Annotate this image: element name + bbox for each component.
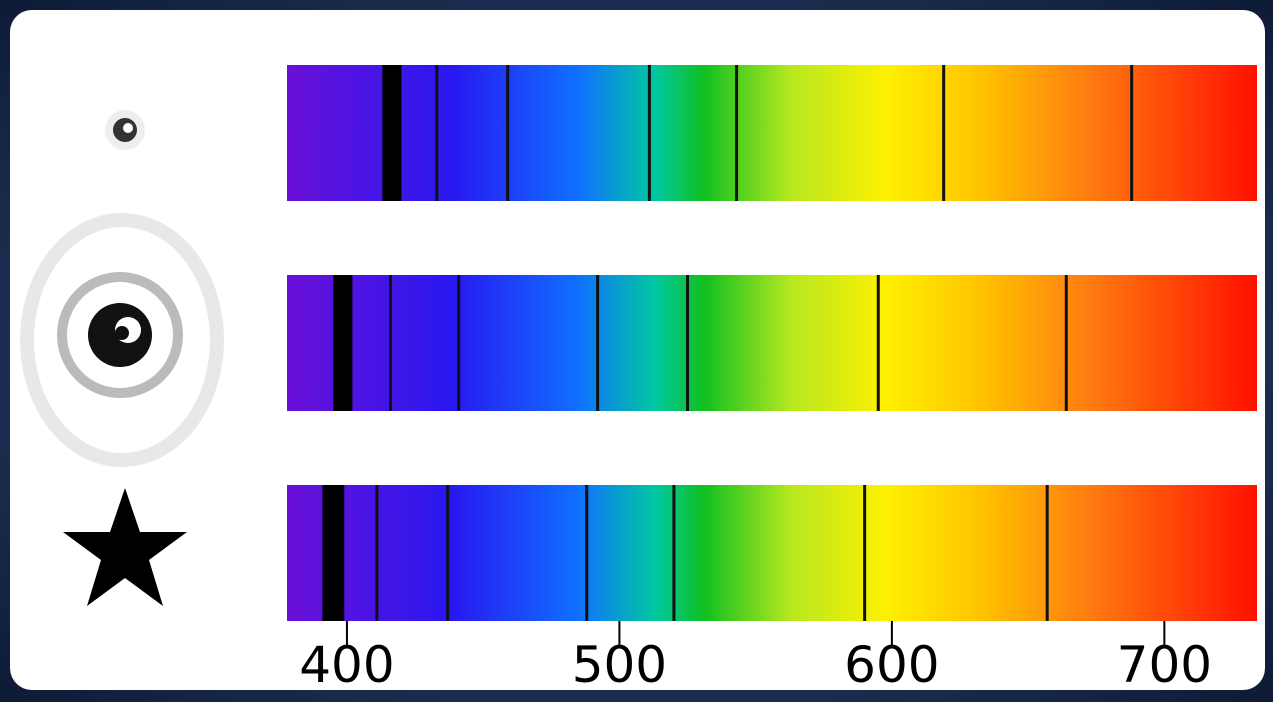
broad-absorption-line xyxy=(333,275,353,411)
x-tick-label: 700 xyxy=(1117,636,1212,694)
spectrum-bar xyxy=(287,485,1257,621)
small-galaxy-icon xyxy=(105,110,145,150)
x-tick-label: 600 xyxy=(844,636,939,694)
x-tick-label: 400 xyxy=(299,636,394,694)
spiral-galaxy-icon xyxy=(20,213,224,467)
broad-absorption-line xyxy=(382,65,402,201)
broad-absorption-line xyxy=(322,485,345,621)
star-icon xyxy=(63,488,187,606)
spectrum-bar xyxy=(287,65,1257,201)
x-tick-label: 500 xyxy=(572,636,667,694)
spectrum-bar xyxy=(287,275,1257,411)
